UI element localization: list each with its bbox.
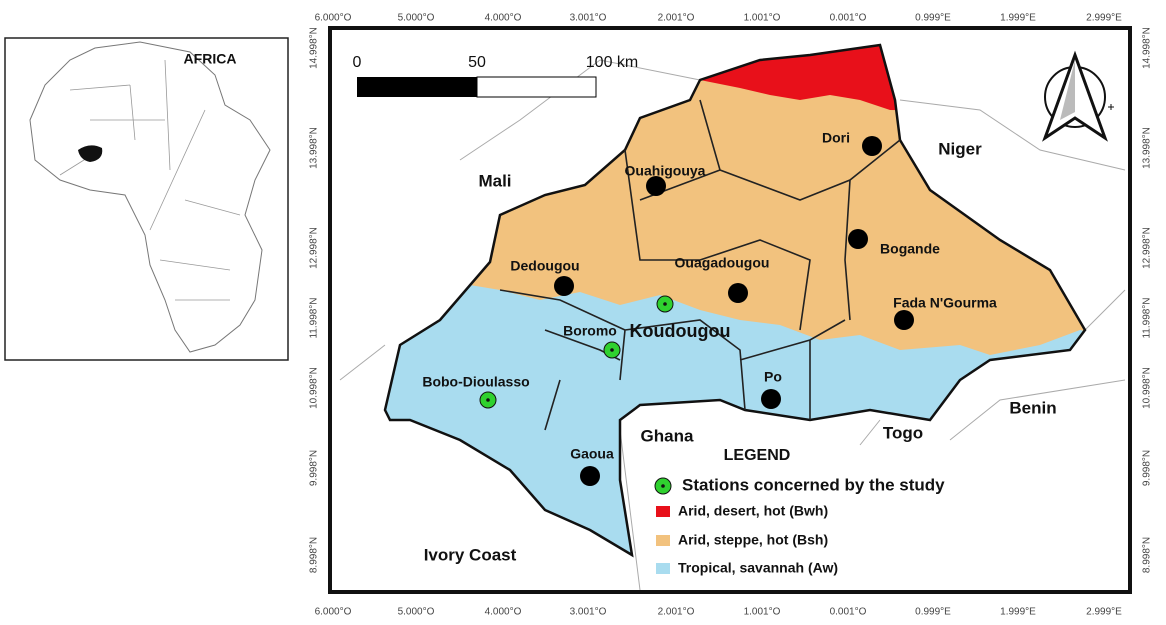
- scale-black: [357, 77, 477, 97]
- lon-label: 2.999°E: [1086, 13, 1122, 24]
- lon-label: 1.001°O: [744, 13, 781, 24]
- scale-label: 0: [353, 54, 362, 71]
- place-label: Bogande: [880, 241, 940, 257]
- legend-swatch: [656, 535, 670, 546]
- place-label: Gaoua: [570, 446, 614, 462]
- city-marker: [554, 276, 574, 296]
- lon-label: 5.000°O: [398, 13, 435, 24]
- region-borders: [499, 99, 901, 431]
- lon-label: 1.001°O: [744, 607, 781, 618]
- scale-white: [476, 76, 597, 98]
- lon-label: 2.001°O: [658, 607, 695, 618]
- legend-label: Tropical, savannah (Aw): [678, 560, 838, 576]
- city-marker: [728, 283, 748, 303]
- legend-label: Stations concerned by the study: [682, 475, 945, 494]
- lat-label: 8.998°N: [1142, 537, 1153, 573]
- lon-label: 1.999°E: [1000, 607, 1036, 618]
- city-marker: [761, 389, 781, 409]
- place-label: Boromo: [563, 323, 617, 339]
- lat-label: 9.998°N: [309, 450, 320, 486]
- place-label: Koudougou: [630, 321, 731, 341]
- lat-label: 11.998°N: [1142, 297, 1153, 338]
- city-marker: [848, 229, 868, 249]
- lat-label: 14.998°N: [1142, 27, 1153, 69]
- place-label: Ouahigouya: [625, 163, 706, 179]
- lon-label: 1.999°E: [1000, 13, 1036, 24]
- place-label: Po: [764, 369, 782, 385]
- scale-label: 50: [468, 54, 486, 71]
- africa-borders: [59, 59, 241, 301]
- lat-label: 8.998°N: [309, 537, 320, 573]
- legend-label: Arid, desert, hot (Bwh): [678, 503, 828, 519]
- africa-outline: [29, 41, 271, 353]
- lon-label: 2.999°E: [1086, 607, 1122, 618]
- place-label: Fada N'Gourma: [893, 295, 997, 311]
- legend-swatch: [656, 563, 670, 574]
- lon-label: 4.000°O: [485, 607, 522, 618]
- legend-swatch: [656, 506, 670, 517]
- lon-label: 2.001°O: [658, 13, 695, 24]
- city-marker: [646, 176, 666, 196]
- north-arrow-shade: [1060, 60, 1075, 120]
- place-label: Ouagadougou: [675, 255, 770, 271]
- lat-label: 13.998°N: [309, 127, 320, 169]
- study-area: [78, 145, 103, 162]
- lon-label: 0.001°O: [830, 607, 867, 618]
- north-plus: [1108, 104, 1114, 110]
- lat-label: 9.998°N: [1142, 450, 1153, 486]
- inset-label: AFRICA: [184, 51, 237, 67]
- lon-label: 0.999°E: [915, 13, 951, 24]
- lon-label: 4.000°O: [485, 13, 522, 24]
- lat-label: 12.998°N: [309, 227, 320, 269]
- country-border: [383, 43, 1087, 558]
- place-label: Bobo-Dioulasso: [422, 374, 529, 390]
- lat-label: 12.998°N: [1142, 227, 1153, 269]
- lon-label: 6.000°O: [315, 607, 352, 618]
- country-label: Ivory Coast: [424, 545, 517, 564]
- city-marker: [580, 466, 600, 486]
- city-marker: [862, 136, 882, 156]
- scale-label: 100 km: [586, 54, 638, 71]
- place-label: Dedougou: [510, 258, 579, 274]
- lat-label: 10.998°N: [309, 367, 320, 409]
- lon-label: 5.000°O: [398, 607, 435, 618]
- lon-label: 0.001°O: [830, 13, 867, 24]
- lat-label: 10.998°N: [1142, 367, 1153, 409]
- country-label: Togo: [883, 423, 923, 442]
- place-label: Dori: [822, 130, 850, 146]
- station-dot: [663, 302, 667, 306]
- legend-label: Arid, steppe, hot (Bsh): [678, 532, 828, 548]
- city-marker: [894, 310, 914, 330]
- lat-label: 14.998°N: [309, 27, 320, 69]
- lat-label: 13.998°N: [1142, 127, 1153, 169]
- legend-title: LEGEND: [724, 447, 791, 464]
- lon-label: 3.001°O: [570, 13, 607, 24]
- legend-station-dot: [661, 484, 665, 488]
- country-label: Mali: [478, 171, 511, 190]
- country-label: Niger: [938, 139, 982, 158]
- country-label: Benin: [1009, 398, 1056, 417]
- station-dot: [610, 348, 614, 352]
- country-label: Ghana: [641, 426, 694, 445]
- station-dot: [486, 398, 490, 402]
- lon-label: 3.001°O: [570, 607, 607, 618]
- lat-label: 11.998°N: [309, 297, 320, 338]
- lon-label: 6.000°O: [315, 13, 352, 24]
- lon-label: 0.999°E: [915, 607, 951, 618]
